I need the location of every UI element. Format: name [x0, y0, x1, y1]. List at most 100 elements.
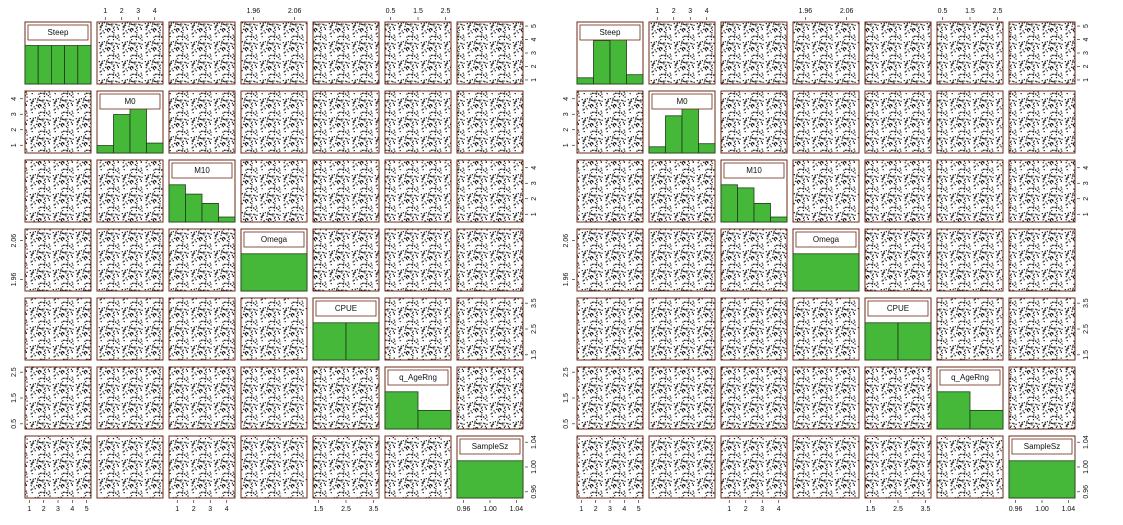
y-tick-label: 2 — [11, 128, 18, 132]
label-box — [939, 369, 1001, 386]
scatter-panel — [576, 90, 644, 154]
hist-bar — [77, 45, 92, 85]
label-box — [651, 93, 713, 110]
scatter-panel — [792, 366, 860, 430]
scatter-panel — [792, 21, 860, 85]
hist-bar — [312, 322, 347, 361]
hist-bar — [417, 409, 452, 430]
label-box — [99, 93, 161, 110]
y-tick-label: 3 — [531, 51, 538, 55]
label-box — [795, 231, 857, 248]
hist-bar — [648, 146, 666, 154]
scatter-panel — [720, 228, 788, 292]
label-box — [387, 369, 449, 386]
y-tick-label: 0.5 — [11, 419, 18, 429]
hist-bar — [936, 391, 971, 430]
scatter-panel — [936, 435, 1004, 499]
y-tick-label: 3 — [563, 112, 570, 116]
scatter-panel — [576, 366, 644, 430]
variable-name: Omega — [261, 235, 288, 244]
x-tick-label: 4 — [225, 506, 229, 513]
scatter-panel — [936, 228, 1004, 292]
scatter-panel — [576, 159, 644, 223]
hist-bar — [753, 202, 771, 223]
x-tick-label: 4 — [622, 506, 626, 513]
hist-bar — [609, 34, 627, 85]
scatter-panel — [1008, 366, 1076, 430]
hist-bar — [720, 184, 738, 223]
scatter-panel — [720, 435, 788, 499]
variable-name: q_AgeRng — [951, 373, 989, 382]
y-tick-label: 2.06 — [11, 234, 18, 248]
y-tick-label: 2 — [531, 64, 538, 68]
scatter-panel — [720, 366, 788, 430]
scatter-panel — [96, 297, 164, 361]
y-tick-label: 1.00 — [1083, 460, 1090, 474]
y-tick-label: 3 — [11, 112, 18, 116]
hist-bar — [24, 45, 39, 85]
label-box — [27, 24, 89, 41]
scatter-panel — [384, 90, 452, 154]
hist-bar — [185, 193, 203, 223]
x-tick-label: 1 — [175, 506, 179, 513]
scatter-panel — [240, 159, 308, 223]
scatter-panel — [648, 228, 716, 292]
scatter-panel — [168, 228, 236, 292]
y-tick-label: 1.96 — [11, 272, 18, 286]
variable-name: Omega — [813, 235, 840, 244]
scatter-panel — [648, 21, 716, 85]
scatter-panel — [864, 159, 932, 223]
hist-bar — [792, 253, 860, 292]
x-tick-label: 2 — [120, 8, 124, 15]
scatter-panel — [648, 297, 716, 361]
variable-name: M0 — [124, 97, 136, 106]
scatter-panel — [96, 366, 164, 430]
y-tick-label: 3.5 — [531, 298, 538, 308]
label-box — [1011, 438, 1073, 455]
scatter-panel — [384, 297, 452, 361]
x-tick-label: 1.5 — [965, 8, 975, 15]
hist-bar — [593, 40, 611, 85]
scatter-panel — [240, 90, 308, 154]
hist-bar — [345, 322, 380, 361]
x-tick-label: 1.00 — [1035, 506, 1049, 513]
scatter-panel — [96, 228, 164, 292]
x-tick-label: 4 — [705, 8, 709, 15]
scatter-panel — [1008, 228, 1076, 292]
y-tick-label: 1 — [531, 212, 538, 216]
y-tick-label: 2.06 — [563, 234, 570, 248]
scatter-panel — [576, 228, 644, 292]
y-tick-label: 1.96 — [563, 272, 570, 286]
scatter-panel — [456, 228, 524, 292]
scatter-panel — [1008, 159, 1076, 223]
hist-bar — [698, 143, 716, 154]
y-tick-label: 1.5 — [11, 393, 18, 403]
x-tick-label: 2.5 — [341, 506, 351, 513]
variable-name: CPUE — [335, 304, 357, 313]
label-box — [315, 300, 377, 317]
x-tick-label: 3 — [56, 506, 60, 513]
y-tick-label: 2.5 — [1083, 324, 1090, 334]
scatter-panel — [1008, 90, 1076, 154]
scatter-panel — [576, 435, 644, 499]
x-tick-label: 2.06 — [840, 8, 854, 15]
variable-name: CPUE — [887, 304, 909, 313]
x-tick-label: 0.96 — [457, 506, 471, 513]
x-tick-label: 1.5 — [413, 8, 423, 15]
scatter-panel — [792, 159, 860, 223]
scatter-panel — [1008, 21, 1076, 85]
scatter-panel — [456, 90, 524, 154]
hist-bar — [218, 216, 236, 223]
hist-bar — [240, 253, 308, 292]
y-tick-label: 3.5 — [1083, 298, 1090, 308]
scatter-panel — [864, 435, 932, 499]
variable-name: M0 — [676, 97, 688, 106]
x-tick-label: 5 — [85, 506, 89, 513]
x-tick-label: 4 — [70, 506, 74, 513]
hist-bar — [626, 74, 644, 85]
hist-bar — [113, 114, 131, 154]
scatter-panel — [312, 366, 380, 430]
scatter-panel — [240, 435, 308, 499]
hist-bar — [146, 142, 164, 154]
scatter-panel — [24, 297, 92, 361]
